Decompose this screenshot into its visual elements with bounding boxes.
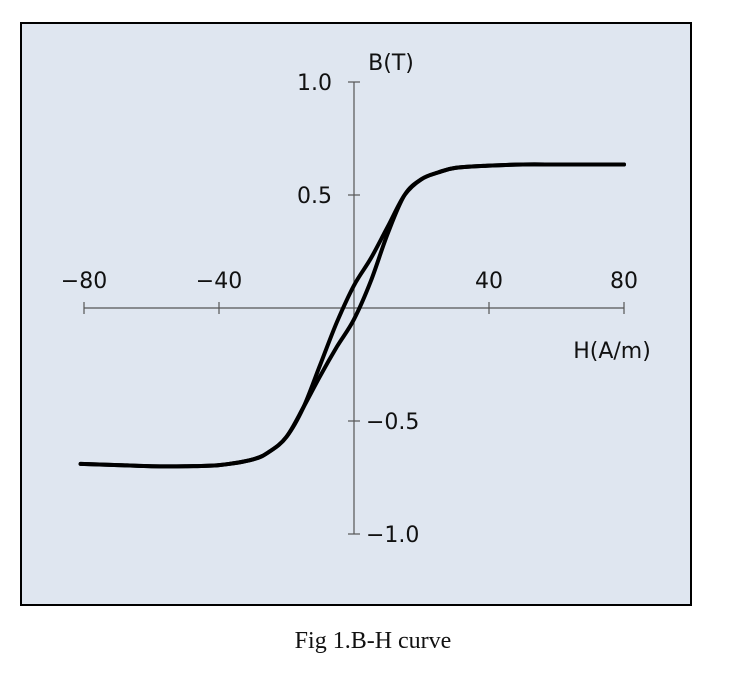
x-tick-label: 40 <box>475 269 503 294</box>
bh-curve-chart: −80 −40 40 80 1.0 0.5 −0.5 −1.0 H(A/m) B(T) <box>61 51 651 548</box>
figure-caption: Fig 1.B-H curve <box>294 628 452 654</box>
y-tick-label: −0.5 <box>366 410 419 435</box>
y-tick-label: −1.0 <box>366 523 419 548</box>
x-tick-label: −80 <box>61 269 107 294</box>
tick-labels: −80 −40 40 80 1.0 0.5 −0.5 −1.0 <box>61 71 638 548</box>
hysteresis-branch-2 <box>78 162 626 469</box>
series-group <box>78 162 626 469</box>
x-tick-label: −40 <box>196 269 242 294</box>
y-tick-label: 0.5 <box>297 184 332 209</box>
y-tick-label: 1.0 <box>297 71 332 96</box>
x-tick-label: 80 <box>610 269 638 294</box>
axes <box>83 81 625 535</box>
x-axis-label: H(A/m) <box>573 339 651 364</box>
y-axis-label: B(T) <box>368 51 414 76</box>
